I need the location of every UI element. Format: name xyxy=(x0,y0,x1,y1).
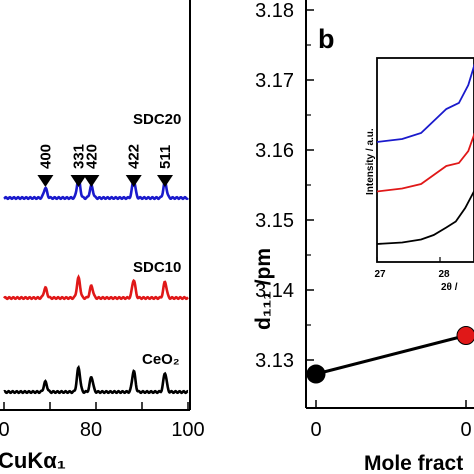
panel-b-y-axis-label: d₁₁₁ /pm xyxy=(252,248,275,330)
panel-b-y-ticks xyxy=(306,9,314,361)
sample-label-sdc20: SDC20 xyxy=(133,111,181,128)
inset-trace-sdc10 xyxy=(376,132,474,193)
inset-x-tick-label: 28 xyxy=(438,269,450,280)
panel-a-traces xyxy=(3,175,189,395)
panel-b-y-tick-label: 3.14 xyxy=(255,280,294,302)
panel-b: 3.183.173.163.153.143.13 0 0 Mole fract … xyxy=(252,0,474,474)
inset-frame xyxy=(376,57,474,263)
panel-a-x-ticks xyxy=(3,402,189,410)
peak-marker-triangle xyxy=(70,175,87,187)
inset-traces xyxy=(376,63,474,245)
peak-marker-triangle xyxy=(125,175,142,187)
inset-trace-ceo xyxy=(376,189,474,245)
panel-a-x-axis-label: CuKα₁ xyxy=(0,448,66,473)
sample-label-sdc10: SDC10 xyxy=(133,259,181,276)
panel-b-y-tick-label: 3.15 xyxy=(255,210,294,232)
inset-x-axis-label: 2θ / xyxy=(441,282,458,293)
panel-a: 0 80 100 CuKα₁ SDC20 SDC10 CeO₂ 400 33142… xyxy=(0,0,205,473)
trace-sdc10 xyxy=(3,274,189,301)
panel-b-x-axis-label: Mole fract xyxy=(364,452,463,474)
peak-label-331: 331 xyxy=(71,144,88,169)
panel-a-x-tick-label: 80 xyxy=(80,419,102,441)
trace-sdc20 xyxy=(3,175,189,201)
peak-label-511: 511 xyxy=(157,145,174,169)
peak-marker-triangle xyxy=(37,175,54,187)
panel-a-x-tick-label: 100 xyxy=(171,419,204,441)
panel-b-data xyxy=(306,326,474,384)
d111-point xyxy=(456,326,474,345)
inset: 27 28 2θ / Intensity / a.u. xyxy=(365,57,474,293)
inset-trace-sdc20 xyxy=(376,63,474,143)
d111-line xyxy=(315,334,467,376)
inset-y-axis-label: Intensity / a.u. xyxy=(365,128,376,195)
peak-marker-triangle xyxy=(157,175,173,187)
peak-marker-triangle xyxy=(83,175,100,187)
inset-x-tick-label: 27 xyxy=(374,269,386,280)
peak-label-400: 400 xyxy=(37,144,54,169)
d111-point xyxy=(306,364,326,384)
panel-b-y-tick-label: 3.18 xyxy=(255,0,294,22)
panel-a-x-tick-label: 0 xyxy=(0,419,10,441)
panel-b-y-tick-label: 3.17 xyxy=(255,70,294,92)
panel-b-y-tick-label: 3.16 xyxy=(255,140,294,162)
trace-ceo xyxy=(3,364,189,395)
peak-label-422: 422 xyxy=(126,144,143,169)
panel-b-y-tick-labels: 3.18 3.17 3.16 3.15 3.14 3.13 xyxy=(255,0,294,372)
sample-label-ceo2: CeO₂ xyxy=(142,351,180,368)
panel-b-x-tick-label: 0 xyxy=(310,419,321,441)
panel-b-y-tick-label: 3.13 xyxy=(255,350,294,372)
panel-b-letter: b xyxy=(318,24,335,54)
panel-b-x-tick-label: 0 xyxy=(460,419,471,441)
peak-label-420: 420 xyxy=(83,144,100,169)
